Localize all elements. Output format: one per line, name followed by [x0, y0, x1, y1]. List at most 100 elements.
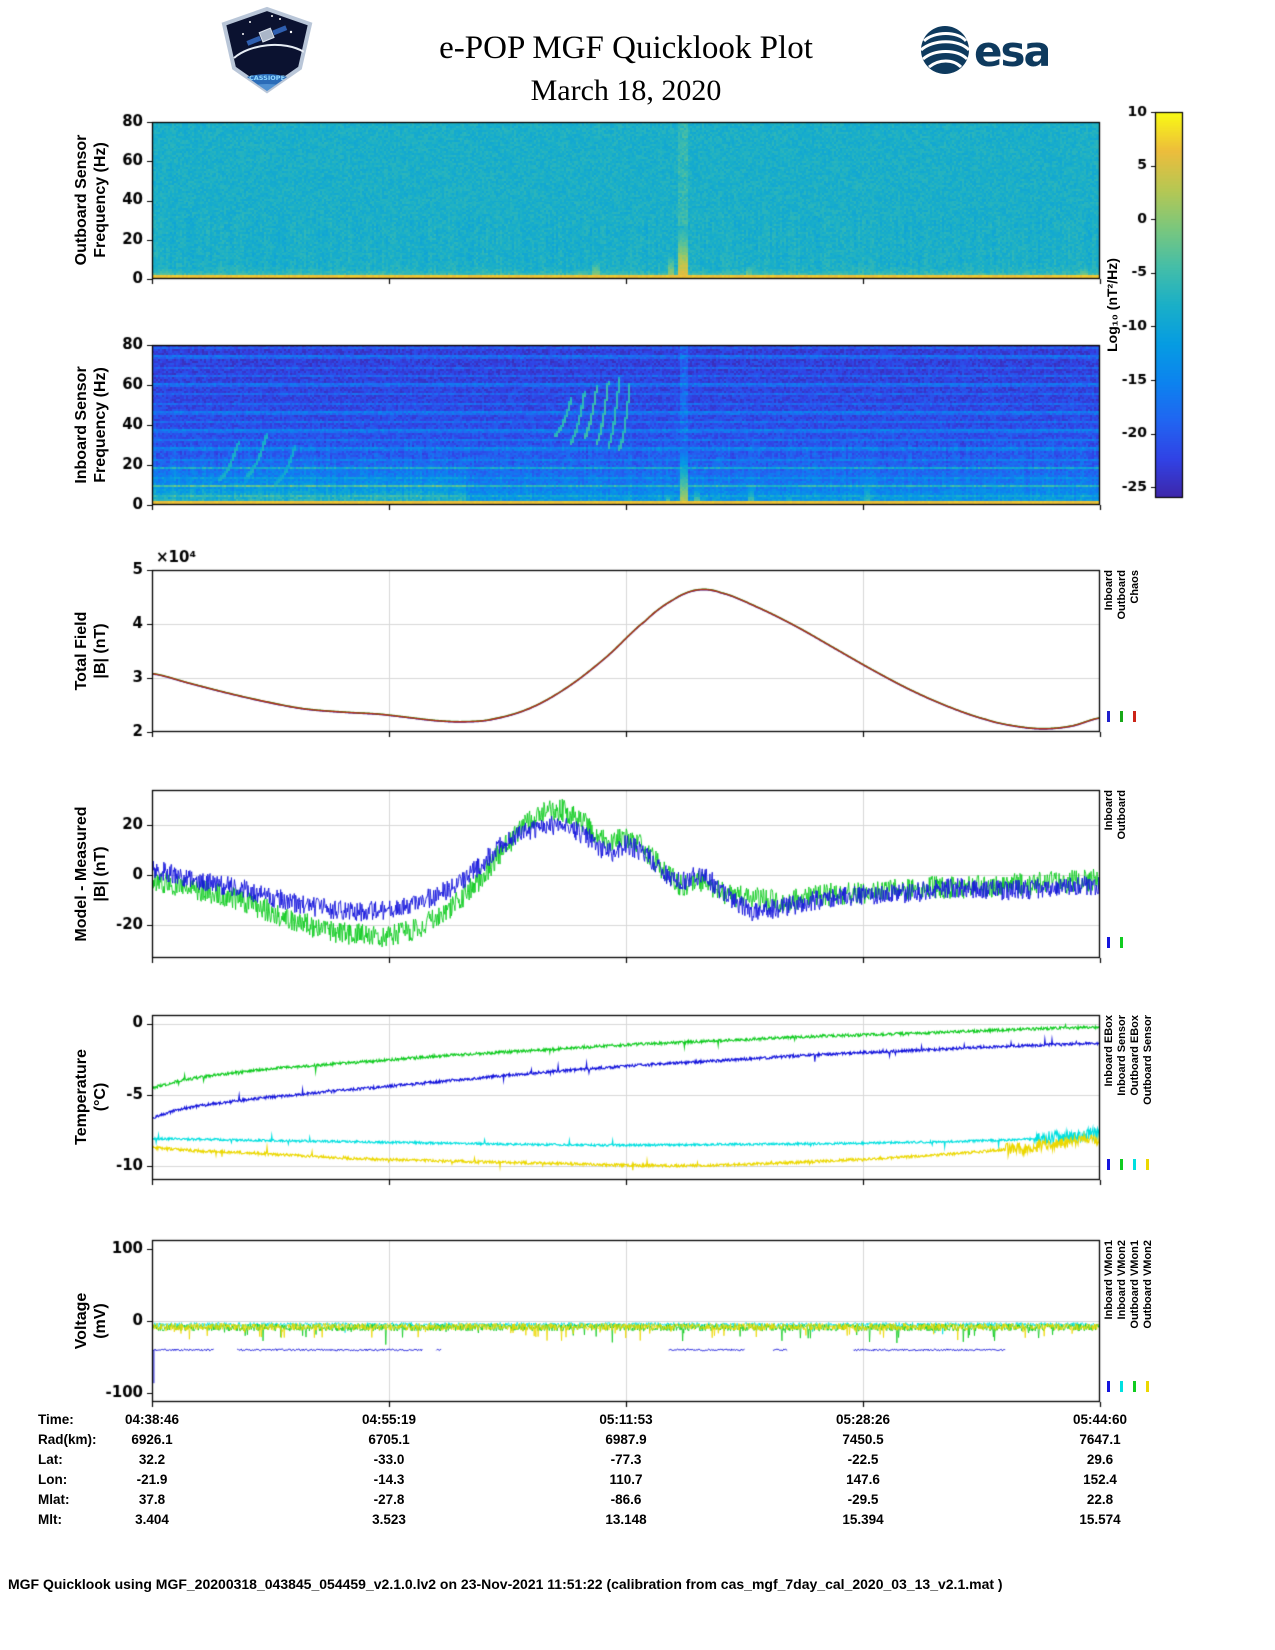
- table-cell: 15.394: [842, 1512, 884, 1527]
- legend-item: Inboard EBox: [1102, 1015, 1115, 1180]
- table-cell: 110.7: [609, 1472, 643, 1487]
- legend-marker: [1107, 1159, 1110, 1170]
- legend-label: Outboard VMon1: [1128, 1240, 1141, 1329]
- table-cell: -33.0: [373, 1452, 405, 1467]
- legend-marker: [1133, 1381, 1136, 1392]
- table-row-label: Lat:: [38, 1452, 63, 1467]
- esa-globe-icon: [921, 26, 969, 74]
- legend-marker: [1107, 1381, 1110, 1392]
- legend-label: Outboard EBox: [1128, 1015, 1141, 1096]
- legend-marker: [1133, 1159, 1136, 1170]
- table-cell: -77.3: [610, 1452, 642, 1467]
- legend-item: Outboard EBox: [1128, 1015, 1141, 1180]
- model-measured-canvas: [90, 768, 1108, 972]
- table-cell: 32.2: [138, 1452, 166, 1467]
- legend-label: Inboard VMon1: [1102, 1240, 1115, 1320]
- colorbar-axis-label: Log₁₀ (nT²/Hz): [1104, 258, 1120, 352]
- table-cell: 6705.1: [368, 1432, 410, 1447]
- y-axis-label-total-field: Total Field |B| (nT): [73, 611, 109, 691]
- outboard-spectrogram-canvas: [90, 100, 1108, 293]
- legend-item: Inboard VMon2: [1115, 1240, 1128, 1402]
- footer-processing-note: MGF Quicklook using MGF_20200318_043845_…: [8, 1576, 1003, 1592]
- legend-marker: [1146, 1381, 1149, 1392]
- legend-item: Outboard: [1115, 570, 1128, 732]
- legend-label: Outboard: [1115, 790, 1128, 840]
- table-cell: 04:55:19: [361, 1412, 417, 1427]
- table-cell: -22.5: [847, 1452, 879, 1467]
- legend-label: Inboard: [1102, 790, 1115, 831]
- legend-item: Chaos: [1128, 570, 1141, 732]
- y-axis-label-model-measured: Model - Measured |B| (nT): [73, 806, 109, 942]
- legend-label: Outboard: [1115, 570, 1128, 620]
- esa-logo: esa: [919, 26, 1048, 76]
- cassiope-mission-logo: CASSIOPE: [221, 6, 313, 94]
- table-row-label: Mlat:: [38, 1492, 70, 1507]
- axis-table: Time: 04:38:46 04:55:19 05:11:53 05:28:26 05:…: [0, 1412, 1275, 1536]
- legend-marker: [1107, 937, 1110, 948]
- legend-item: Inboard: [1102, 790, 1115, 958]
- table-cell: 7450.5: [842, 1432, 884, 1447]
- legend-total-field: Inboard Outboard Chaos: [1102, 570, 1141, 732]
- patch-orbit-swoosh: [233, 43, 305, 59]
- inboard-spectrogram-canvas: [90, 323, 1108, 519]
- esa-wordmark: esa: [974, 27, 1048, 76]
- legend-item: Outboard VMon2: [1141, 1240, 1154, 1402]
- patch-satellite: [246, 25, 288, 46]
- table-cell: -21.9: [136, 1472, 168, 1487]
- legend-label: Outboard VMon2: [1141, 1240, 1154, 1329]
- table-row: Mlt: 3.404 3.523 13.148 15.394 15.574: [0, 1512, 1275, 1532]
- legend-marker: [1120, 1381, 1123, 1392]
- legend-item: Outboard: [1115, 790, 1128, 958]
- total-field-canvas: [90, 548, 1108, 746]
- legend-item: Outboard Sensor: [1141, 1015, 1154, 1180]
- legend-label: Chaos: [1128, 570, 1141, 604]
- table-cell: 147.6: [846, 1472, 880, 1487]
- y-axis-label-voltage: Voltage (mV): [73, 1292, 109, 1350]
- table-row: Lon: -21.9 -14.3 110.7 147.6 152.4: [0, 1472, 1275, 1492]
- legend-marker: [1120, 937, 1123, 948]
- patch-mission-name: CASSIOPE: [249, 74, 285, 82]
- legend-label: Inboard EBox: [1102, 1015, 1115, 1087]
- page-title: e-POP MGF Quicklook Plot: [439, 30, 813, 66]
- table-cell: 05:11:53: [599, 1412, 653, 1427]
- legend-item: Inboard VMon1: [1102, 1240, 1115, 1402]
- table-cell: 29.6: [1086, 1452, 1114, 1467]
- table-cell: 15.574: [1079, 1512, 1121, 1527]
- y-axis-label-temperature: Temperature (°C): [73, 1049, 109, 1145]
- voltage-canvas: [90, 1218, 1108, 1416]
- legend-label: Inboard VMon2: [1115, 1240, 1128, 1320]
- table-cell: 04:38:46: [124, 1412, 180, 1427]
- table-row: Time: 04:38:46 04:55:19 05:11:53 05:28:26 05:…: [0, 1412, 1275, 1432]
- legend-label: Inboard: [1102, 570, 1115, 611]
- table-cell: 13.148: [605, 1512, 647, 1527]
- table-row-label: Mlt:: [38, 1512, 62, 1527]
- table-row: Lat: 32.2 -33.0 -77.3 -22.5 29.6: [0, 1452, 1275, 1472]
- legend-item: Outboard VMon1: [1128, 1240, 1141, 1402]
- legend-label: Outboard Sensor: [1141, 1015, 1154, 1105]
- table-cell: 3.523: [372, 1512, 406, 1527]
- y-axis-label-outboard-spectrogram: Outboard Sensor Frequency (Hz): [73, 134, 109, 266]
- legend-model-measured: Inboard Outboard: [1102, 790, 1128, 958]
- legend-marker: [1107, 711, 1110, 722]
- legend-item: Inboard: [1102, 570, 1115, 732]
- legend-marker: [1133, 711, 1136, 722]
- table-cell: 3.404: [135, 1512, 169, 1527]
- legend-label: Inboard Sensor: [1115, 1015, 1128, 1096]
- y-axis-label-inboard-spectrogram: Inboard Sensor Frequency (Hz): [73, 366, 109, 484]
- legend-marker: [1120, 1159, 1123, 1170]
- table-cell: 6926.1: [131, 1432, 173, 1447]
- table-cell: -27.8: [373, 1492, 405, 1507]
- table-cell: 6987.9: [605, 1432, 647, 1447]
- table-cell: 22.8: [1086, 1492, 1114, 1507]
- table-cell: 37.8: [138, 1492, 166, 1507]
- table-row-label: Lon:: [38, 1472, 68, 1487]
- table-cell: 7647.1: [1079, 1432, 1121, 1447]
- table-cell: -86.6: [610, 1492, 642, 1507]
- table-cell: 05:44:60: [1072, 1412, 1128, 1427]
- legend-marker: [1120, 711, 1123, 722]
- table-cell: -14.3: [373, 1472, 405, 1487]
- table-cell: -29.5: [847, 1492, 879, 1507]
- table-row-label: Rad(km):: [38, 1432, 97, 1447]
- legend-item: Inboard Sensor: [1115, 1015, 1128, 1180]
